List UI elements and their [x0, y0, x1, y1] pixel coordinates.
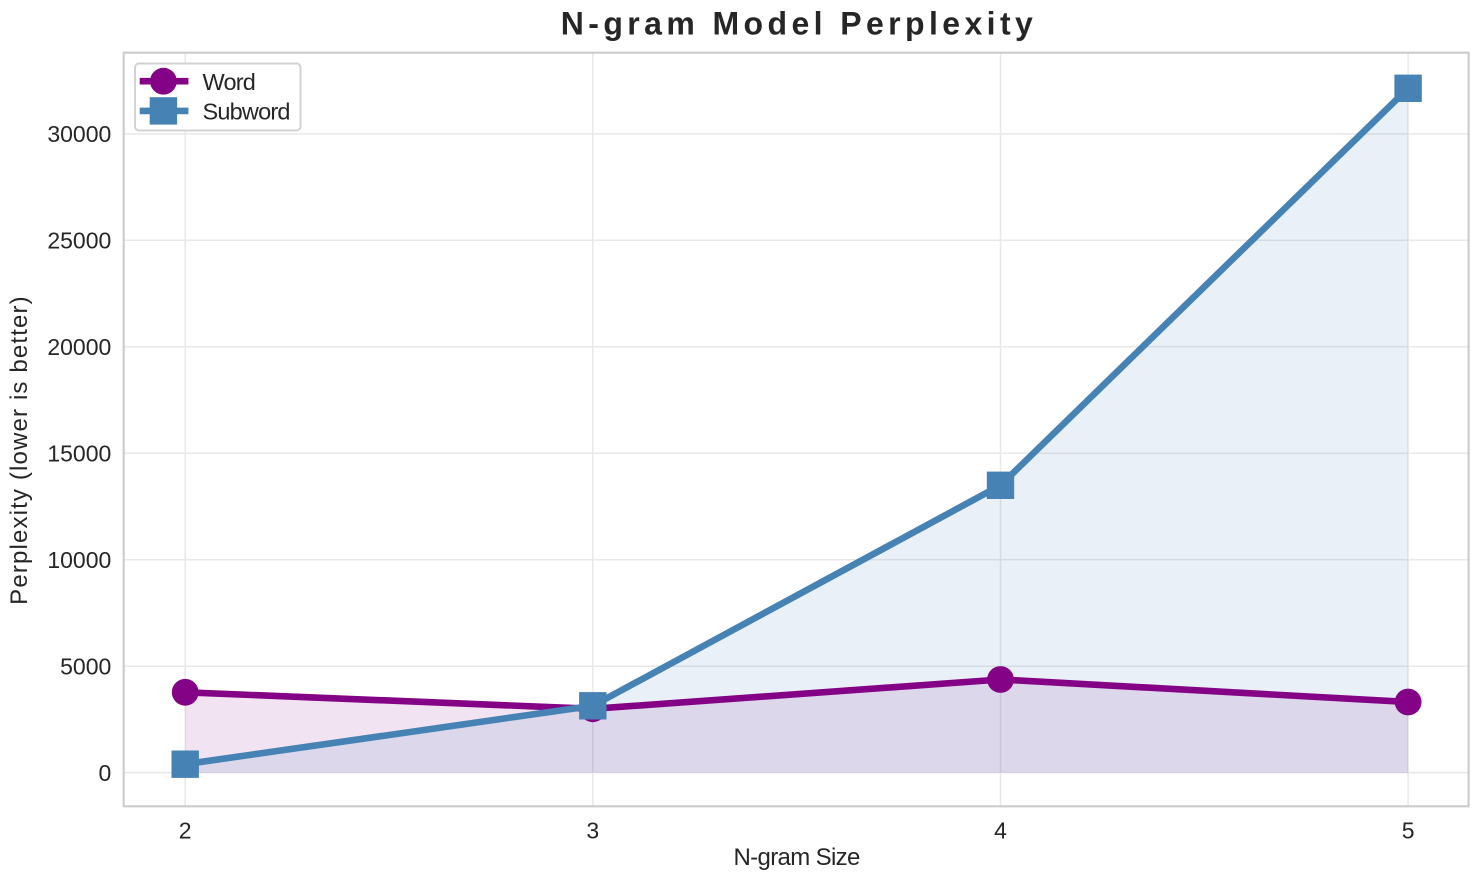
- svg-text:N-gram Size: N-gram Size: [733, 844, 860, 871]
- svg-text:15000: 15000: [47, 440, 111, 466]
- svg-text:2: 2: [179, 818, 192, 844]
- svg-text:20000: 20000: [47, 334, 111, 360]
- svg-text:Word: Word: [203, 69, 256, 95]
- svg-text:Perplexity (lower is better): Perplexity (lower is better): [6, 295, 33, 605]
- svg-text:4: 4: [994, 818, 1007, 844]
- svg-text:N-gram Model Perplexity: N-gram Model Perplexity: [561, 5, 1037, 41]
- svg-text:10000: 10000: [47, 547, 111, 573]
- svg-text:Subword: Subword: [203, 99, 290, 125]
- svg-text:3: 3: [586, 818, 599, 844]
- svg-text:0: 0: [99, 760, 112, 786]
- svg-text:5000: 5000: [60, 653, 111, 679]
- svg-text:5: 5: [1402, 818, 1415, 844]
- svg-text:30000: 30000: [47, 121, 111, 147]
- svg-text:25000: 25000: [47, 228, 111, 254]
